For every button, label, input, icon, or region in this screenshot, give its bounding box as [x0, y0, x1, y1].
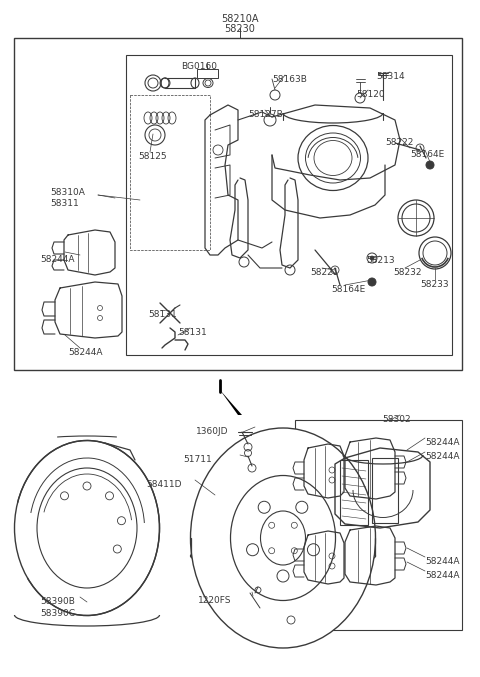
- Text: 58244A: 58244A: [425, 452, 459, 461]
- Text: BG0160: BG0160: [181, 62, 217, 71]
- Ellipse shape: [261, 511, 305, 565]
- Text: 1220FS: 1220FS: [198, 596, 231, 605]
- Text: 1360JD: 1360JD: [196, 427, 228, 436]
- Circle shape: [368, 278, 376, 286]
- Text: 58221: 58221: [310, 268, 338, 277]
- Text: 58120: 58120: [356, 90, 384, 99]
- Text: 58222: 58222: [385, 138, 413, 147]
- Text: 58244A: 58244A: [68, 348, 103, 357]
- Text: 58233: 58233: [420, 280, 449, 289]
- Text: 58210A: 58210A: [221, 14, 259, 24]
- Text: 58131: 58131: [148, 310, 177, 319]
- Bar: [372, 458, 398, 523]
- Text: 58232: 58232: [393, 268, 421, 277]
- Text: 58302: 58302: [382, 415, 410, 424]
- Circle shape: [426, 161, 434, 169]
- Circle shape: [370, 256, 374, 260]
- Ellipse shape: [191, 545, 375, 567]
- Polygon shape: [220, 390, 242, 415]
- Text: 58244A: 58244A: [40, 255, 74, 264]
- Ellipse shape: [398, 200, 434, 236]
- Text: 58244A: 58244A: [425, 557, 459, 566]
- Text: 58310A: 58310A: [50, 188, 85, 197]
- Text: 58164E: 58164E: [410, 150, 444, 159]
- Bar: [295, 420, 462, 630]
- Bar: [197, 69, 218, 78]
- Text: 58164E: 58164E: [331, 285, 365, 294]
- Text: 58244A: 58244A: [425, 438, 459, 447]
- Bar: [130, 95, 210, 250]
- Text: 58213: 58213: [366, 256, 395, 265]
- Ellipse shape: [230, 475, 336, 600]
- Bar: [14, 38, 462, 370]
- Text: 58125: 58125: [138, 152, 167, 161]
- Bar: [126, 55, 452, 355]
- Ellipse shape: [191, 428, 375, 648]
- Text: 58230: 58230: [225, 24, 255, 34]
- Bar: [340, 460, 368, 525]
- Text: 58390B: 58390B: [40, 597, 75, 606]
- Text: 51711: 51711: [183, 455, 212, 464]
- Text: 58411D: 58411D: [146, 480, 181, 489]
- Text: 58314: 58314: [376, 72, 405, 81]
- Text: 58244A: 58244A: [425, 571, 459, 580]
- Text: 58311: 58311: [50, 199, 79, 208]
- Ellipse shape: [419, 237, 451, 269]
- Text: 58131: 58131: [178, 328, 207, 337]
- Ellipse shape: [298, 125, 368, 190]
- Text: 58127B: 58127B: [248, 110, 283, 119]
- Text: 58163B: 58163B: [272, 75, 307, 84]
- Text: 58390C: 58390C: [40, 609, 75, 618]
